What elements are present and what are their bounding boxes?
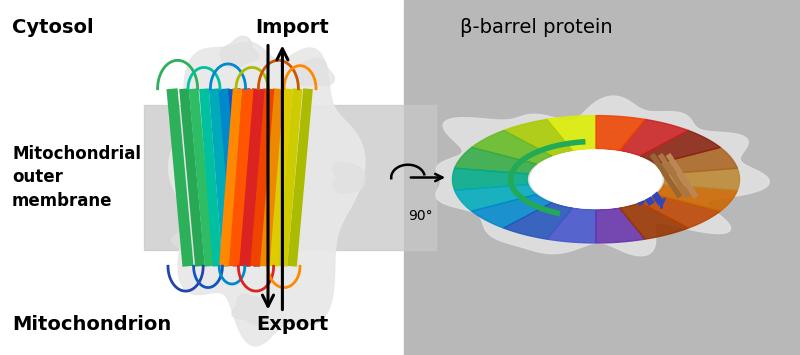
Bar [144,105,436,250]
Text: Cytosol: Cytosol [12,18,94,37]
Polygon shape [530,150,662,208]
Polygon shape [596,116,645,151]
Polygon shape [656,185,738,211]
Polygon shape [547,116,596,151]
Polygon shape [232,294,267,325]
Polygon shape [333,162,366,193]
Polygon shape [295,58,334,86]
Bar [404,0,800,355]
Text: Import: Import [255,18,329,37]
Polygon shape [664,168,739,190]
Bar [0,0,404,355]
Polygon shape [640,195,720,228]
Polygon shape [472,195,552,228]
Polygon shape [453,168,528,190]
Text: 90°: 90° [408,209,433,223]
Polygon shape [436,96,770,256]
Text: Channel: Channel [547,170,629,188]
Polygon shape [172,222,207,257]
Polygon shape [169,42,365,346]
Text: β-barrel protein: β-barrel protein [460,18,613,37]
Polygon shape [454,147,536,174]
Polygon shape [619,203,688,239]
Polygon shape [168,108,207,140]
Polygon shape [640,131,720,164]
Polygon shape [504,203,573,239]
Polygon shape [619,119,688,156]
Text: Mitochondrial
outer
membrane: Mitochondrial outer membrane [12,145,141,210]
Polygon shape [596,208,645,243]
Polygon shape [454,185,536,211]
Polygon shape [656,147,738,174]
Polygon shape [504,119,573,156]
Polygon shape [220,36,258,68]
Text: Mitochondrion: Mitochondrion [12,315,171,334]
Polygon shape [472,131,552,164]
Polygon shape [547,208,596,243]
Text: Export: Export [256,315,328,334]
Polygon shape [530,150,662,208]
